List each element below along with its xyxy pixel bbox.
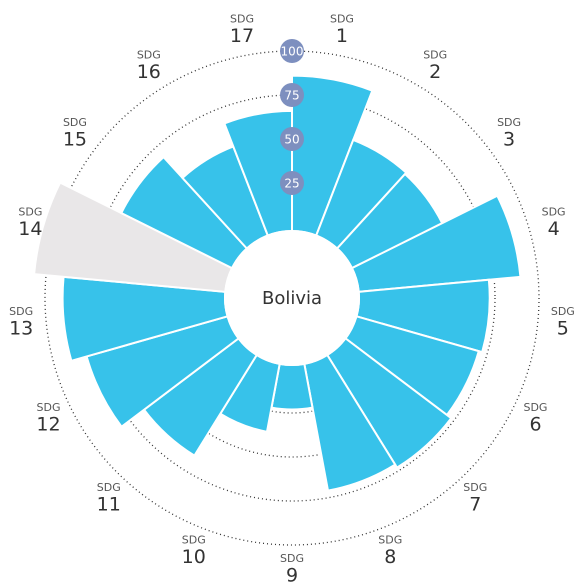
- category-label: 1: [336, 25, 348, 47]
- category-label: 4: [548, 218, 560, 240]
- category-prefix: SDG: [137, 49, 161, 62]
- ticks: 25 50 75 100: [280, 39, 304, 195]
- category-prefix: SDG: [523, 401, 547, 414]
- tick-badge: [280, 127, 304, 151]
- category-label: 16: [137, 61, 161, 83]
- category-label: 15: [63, 129, 87, 151]
- category-prefix: SDG: [551, 305, 575, 318]
- y-tick-label: 25: [284, 177, 299, 191]
- tick-badge: [280, 171, 304, 195]
- category-label: 6: [529, 414, 541, 436]
- category-prefix: SDG: [9, 305, 33, 318]
- y-tick-label: 100: [281, 45, 304, 59]
- category-prefix: SDG: [37, 401, 61, 414]
- category-prefix: SDG: [378, 534, 402, 547]
- category-label: 12: [36, 414, 60, 436]
- center-disc: [224, 230, 360, 366]
- y-tick-label: 50: [284, 133, 299, 147]
- category-prefix: SDG: [423, 49, 447, 62]
- bars: [33, 74, 522, 492]
- tick-badge: [280, 39, 304, 63]
- category-label: 17: [230, 25, 254, 47]
- category-label: 9: [286, 565, 298, 585]
- category-prefix: SDG: [330, 13, 354, 26]
- category-prefix: SDG: [18, 206, 42, 219]
- category-label: 11: [97, 494, 121, 516]
- category-prefix: SDG: [463, 481, 487, 494]
- category-prefix: SDG: [97, 481, 121, 494]
- category-label: 8: [384, 546, 396, 568]
- chart-title: Bolivia: [262, 288, 322, 309]
- category-prefix: SDG: [63, 116, 87, 129]
- category-label: 13: [9, 318, 33, 340]
- labels: SDG1SDG2SDG3SDG4SDG5SDG6SDG7SDG8SDG9SDG1…: [9, 13, 575, 585]
- category-prefix: SDG: [230, 13, 254, 26]
- category-label: 7: [469, 494, 481, 516]
- category-label: 14: [18, 218, 42, 240]
- grid-ring: [44, 50, 540, 546]
- category-prefix: SDG: [542, 206, 566, 219]
- category-label: 3: [503, 129, 515, 151]
- category-label: 10: [182, 546, 206, 568]
- tick-badge: [280, 83, 304, 107]
- category-label: 2: [429, 61, 441, 83]
- y-tick-label: 75: [284, 89, 299, 103]
- category-prefix: SDG: [182, 534, 206, 547]
- category-prefix: SDG: [280, 552, 304, 565]
- category-label: 5: [557, 318, 569, 340]
- category-prefix: SDG: [497, 116, 521, 129]
